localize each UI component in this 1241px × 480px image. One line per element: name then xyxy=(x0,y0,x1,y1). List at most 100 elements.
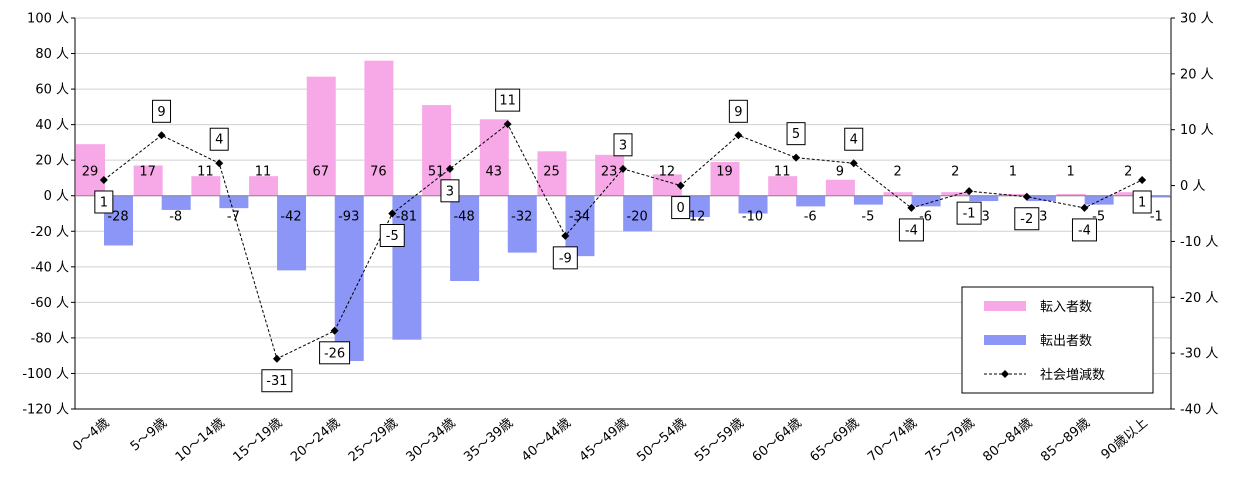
label-transfer-in: 29 xyxy=(82,165,99,180)
axes: -120 人-100 人-80 人-60 人-40 人-20 人0 人20 人4… xyxy=(22,12,1218,466)
label-box-social-change xyxy=(495,88,521,112)
left-tick-label: -100 人 xyxy=(22,367,69,382)
left-tick-label: 0 人 xyxy=(44,189,69,204)
category-label: 25～29歳 xyxy=(346,416,401,465)
bar-transfer-in xyxy=(306,76,336,196)
label-box-social-change xyxy=(898,218,924,242)
bar-transfer-out xyxy=(277,195,307,271)
right-tick-label: 10 人 xyxy=(1180,123,1214,138)
label-transfer-in: 12 xyxy=(659,165,676,180)
bar-transfer-out xyxy=(161,195,191,210)
label-social-change: -26 xyxy=(324,346,345,361)
category-label: 70～74歳 xyxy=(865,416,920,465)
label-social-change: -2 xyxy=(1020,212,1033,227)
label-box-social-change xyxy=(786,122,806,146)
marker-social-change xyxy=(445,164,454,173)
label-box-social-change xyxy=(844,127,864,151)
marker-social-change xyxy=(734,131,743,140)
bar-transfer-in xyxy=(1114,192,1144,196)
category-label: 90歳以上 xyxy=(1099,416,1151,463)
category-label: 85～89歳 xyxy=(1038,416,1093,465)
label-transfer-out: -6 xyxy=(804,210,817,225)
category-label: 40～44歳 xyxy=(519,416,574,465)
marker-social-change xyxy=(561,231,570,240)
label-box-social-change xyxy=(1014,207,1040,231)
bar-transfer-out xyxy=(334,195,364,362)
series-transfer-in xyxy=(76,60,1144,196)
right-tick-label: -40 人 xyxy=(1180,403,1218,418)
bar-transfer-in xyxy=(537,151,567,196)
left-tick-label: 40 人 xyxy=(35,118,69,133)
label-social-change: -4 xyxy=(905,223,918,238)
bar-transfer-out xyxy=(969,195,999,202)
label-transfer-out: -7 xyxy=(227,210,240,225)
label-transfer-in: 11 xyxy=(255,165,272,180)
category-label: 20～24歳 xyxy=(288,416,343,465)
left-tick-label: -120 人 xyxy=(22,403,69,418)
bar-transfer-in xyxy=(883,192,913,196)
marker-social-change xyxy=(388,209,397,218)
bar-transfer-out xyxy=(738,195,768,214)
label-social-change: -4 xyxy=(1078,223,1091,238)
marker-social-change xyxy=(849,159,858,168)
label-social-change: -1 xyxy=(963,207,976,222)
label-social-change: 9 xyxy=(734,105,742,120)
bar-transfer-in xyxy=(76,144,105,196)
label-transfer-in: 51 xyxy=(428,165,445,180)
legend-marker-social-change xyxy=(1001,370,1009,378)
label-box-social-change xyxy=(613,133,633,157)
marker-social-change xyxy=(792,153,801,162)
marker-social-change xyxy=(1022,192,1031,201)
gridlines xyxy=(75,17,1171,410)
left-tick-label: 20 人 xyxy=(35,154,69,169)
bar-transfer-in xyxy=(479,119,509,196)
right-tick-label: 30 人 xyxy=(1180,12,1214,27)
bar-transfer-in xyxy=(133,165,163,196)
label-box-social-change xyxy=(379,224,405,247)
category-label: 80～84歳 xyxy=(980,416,1035,465)
bar-transfer-in xyxy=(595,154,625,196)
bar-transfer-out xyxy=(623,195,653,232)
bar-transfer-in xyxy=(1056,193,1086,196)
bar-transfer-out xyxy=(853,195,883,205)
bar-transfer-out xyxy=(219,195,249,209)
category-label: 10～14歳 xyxy=(173,416,228,465)
bar-transfer-in xyxy=(652,174,682,196)
bar-transfer-in xyxy=(364,60,394,196)
label-transfer-in: 2 xyxy=(893,165,901,180)
label-box-social-change xyxy=(152,99,172,123)
bar-transfer-out xyxy=(911,195,941,207)
label-transfer-in: 19 xyxy=(716,165,733,180)
bar-transfer-in xyxy=(825,179,855,196)
legend-label-transfer-out: 転出者数 xyxy=(1040,334,1092,349)
left-tick-label: -20 人 xyxy=(31,225,69,240)
marker-social-change xyxy=(907,203,916,212)
category-label: 75～79歳 xyxy=(923,416,978,465)
bar-transfer-out xyxy=(507,195,537,253)
label-transfer-in: 25 xyxy=(543,165,560,180)
label-box-social-change xyxy=(956,201,982,225)
category-label: 5～9歳 xyxy=(128,416,170,455)
label-transfer-out: -93 xyxy=(338,210,359,225)
label-social-change: 9 xyxy=(157,105,165,120)
series-transfer-out xyxy=(104,195,1172,362)
right-tick-label: 0 人 xyxy=(1180,179,1205,194)
bar-transfer-out xyxy=(392,195,422,340)
legend-swatch-transfer-out xyxy=(984,335,1026,345)
label-transfer-in: 11 xyxy=(774,165,791,180)
label-social-change: -9 xyxy=(559,251,572,266)
marker-social-change xyxy=(330,326,339,335)
left-tick-label: -60 人 xyxy=(31,296,69,311)
label-box-social-change xyxy=(1132,190,1152,214)
category-label: 45～49歳 xyxy=(577,416,632,465)
label-social-change: 0 xyxy=(677,201,685,216)
series-social-change xyxy=(99,120,1147,363)
left-tick-label: 60 人 xyxy=(35,83,69,98)
label-social-change: -5 xyxy=(386,229,399,244)
legend-swatch-transfer-in xyxy=(984,301,1026,311)
label-transfer-out: -34 xyxy=(569,210,590,225)
bar-transfer-out xyxy=(1142,195,1172,198)
marker-social-change xyxy=(1080,203,1089,212)
